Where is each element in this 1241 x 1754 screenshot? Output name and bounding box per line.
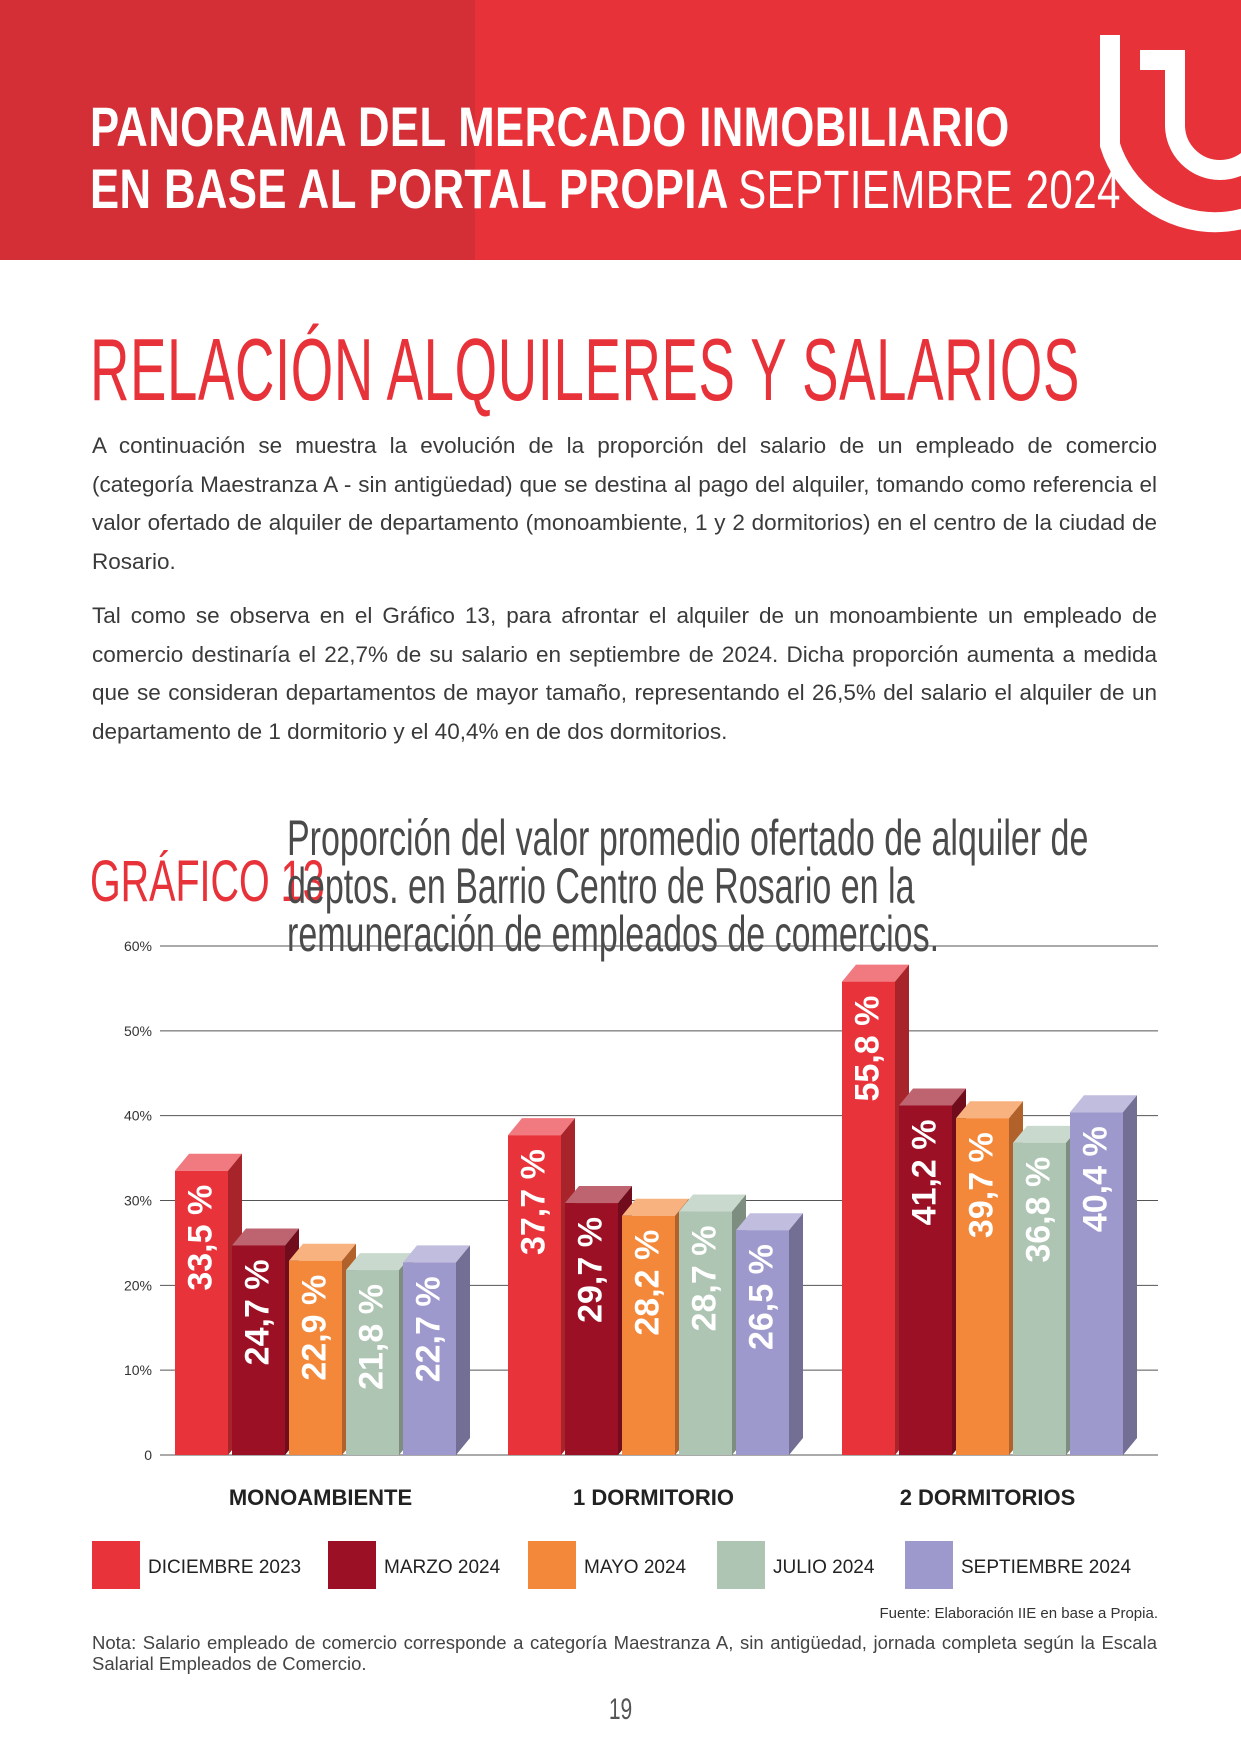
bar-top [565,1186,632,1204]
bar-top [1070,1095,1137,1113]
legend-label: JULIO 2024 [773,1557,875,1578]
y-tick-label: 10% [124,1362,152,1378]
bar [622,1215,675,1455]
legend-swatch [528,1541,576,1589]
y-tick-label: 0 [144,1447,152,1463]
y-tick-label: 50% [124,1023,152,1039]
paragraph-analysis: Tal como se observa en el Gráfico 13, pa… [92,603,1157,744]
page-number: 19 [608,1693,633,1726]
chart-title: Proporción del valor promedio ofertado d… [287,810,1089,962]
header-period: SEPTIEMBRE 2024 [738,160,1121,220]
legend-label: DICIEMBRE 2023 [148,1557,301,1578]
bar-side [456,1245,470,1455]
legend-swatch [328,1541,376,1589]
bar [232,1245,285,1455]
data-label: 24,7 % [239,1259,277,1365]
bar-top [679,1194,746,1212]
bar [508,1135,561,1455]
legend-swatch [92,1541,140,1589]
y-tick-label: 40% [124,1108,152,1124]
legend-swatch [905,1541,953,1589]
y-tick-label: 30% [124,1193,152,1209]
data-label: 41,2 % [906,1119,944,1225]
bar [1013,1142,1066,1455]
data-label: 37,7 % [515,1149,553,1255]
brand-logo-icon [1100,35,1241,233]
chart-label: GRÁFICO 13 [90,849,325,914]
data-label: 29,7 % [572,1217,610,1323]
bar-top [232,1228,299,1246]
legend-label: MARZO 2024 [384,1557,501,1578]
header-title-line2: EN BASE AL PORTAL PROPIA [90,157,729,220]
data-label: 33,5 % [182,1185,220,1291]
bar-chart: 0 10% 20% 30% 40% 50% 60% 33,5 % 24,7 % 22,9 % 21,… [92,938,1158,1589]
data-label: 22,7 % [410,1276,448,1382]
bar-side [789,1213,803,1455]
bar-side [1123,1095,1137,1455]
bar [403,1262,456,1455]
category-label: 1 DORMITORIO [573,1485,734,1510]
data-label: 28,2 % [629,1230,667,1336]
legend-swatch [717,1541,765,1589]
footnote: Nota: Salario empleado de comercio corre… [92,1632,1157,1674]
paragraph-intro: A continuación se muestra la evolución d… [92,433,1157,574]
y-tick-label: 60% [124,938,152,954]
legend-label: MAYO 2024 [584,1557,687,1578]
bar-top [842,964,909,982]
bar-top [1013,1125,1080,1143]
bar-top [736,1213,803,1231]
bar-top [956,1101,1023,1119]
bar-top [175,1153,242,1171]
bar [175,1170,228,1455]
data-label: 55,8 % [849,996,887,1102]
bar [956,1118,1009,1455]
data-label: 22,9 % [296,1275,334,1381]
y-tick-label: 20% [124,1277,152,1293]
bar-top [346,1253,413,1271]
header-title-line1: PANORAMA DEL MERCADO INMOBILIARIO [90,95,1010,158]
bar-top [899,1088,966,1106]
bar [346,1270,399,1455]
bar-top [622,1198,689,1216]
legend-label: SEPTIEMBRE 2024 [961,1557,1131,1578]
bar-top [403,1245,470,1263]
bar [289,1260,342,1455]
category-label: 2 DORMITORIOS [900,1485,1076,1510]
data-label: 36,8 % [1020,1157,1058,1263]
bar-top [508,1118,575,1136]
header-title: PANORAMA DEL MERCADO INMOBILIARIO EN BAS… [90,96,1121,221]
data-label: 40,4 % [1077,1126,1115,1232]
bar [899,1105,952,1455]
bar [679,1211,732,1455]
bar [842,981,895,1455]
data-label: 26,5 % [743,1244,781,1350]
bar-top [289,1243,356,1261]
bar [736,1230,789,1455]
data-label: 21,8 % [353,1284,391,1390]
bar [565,1203,618,1455]
data-label: 28,7 % [686,1226,724,1332]
page-header: PANORAMA DEL MERCADO INMOBILIARIO EN BAS… [0,0,1241,260]
category-label: MONOAMBIENTE [229,1485,412,1510]
data-label: 39,7 % [963,1132,1001,1238]
source-note: Fuente: Elaboración IIE en base a Propia… [879,1605,1158,1622]
header-accent-band [0,0,475,260]
bar [1070,1112,1123,1455]
section-title: RELACIÓN ALQUILERES Y SALARIOS [90,320,1080,419]
